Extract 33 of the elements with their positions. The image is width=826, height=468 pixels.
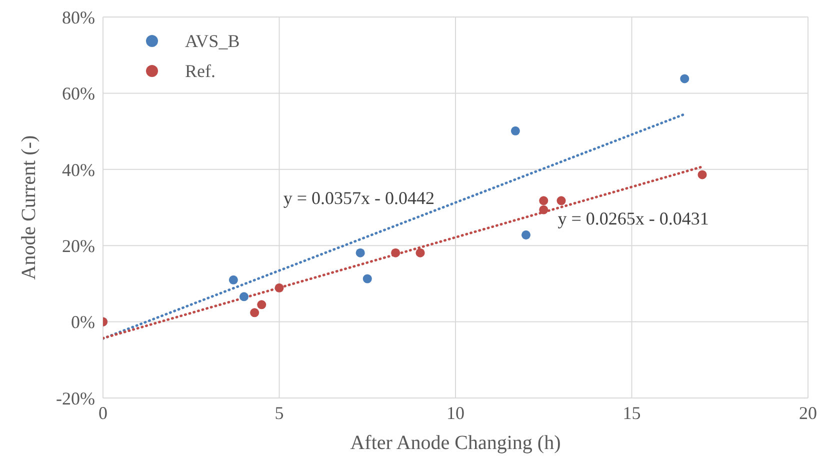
- y-tick-label: 80%: [62, 7, 95, 28]
- legend-label: Ref.: [185, 60, 216, 82]
- x-tick-label: 15: [622, 402, 641, 423]
- point: [362, 274, 372, 284]
- x-tick-label: 20: [799, 402, 817, 423]
- y-tick-label: 40%: [62, 160, 95, 180]
- y-axis-title: Anode Current (-): [18, 135, 40, 280]
- point: [356, 248, 365, 258]
- x-tick-label: 0: [98, 402, 108, 423]
- point: [680, 74, 690, 84]
- annotation: y = 0.0357x - 0.0442: [283, 188, 434, 208]
- point: [250, 308, 260, 318]
- point: [274, 283, 284, 292]
- point: [391, 248, 400, 258]
- x-axis-title: After Anode Changing (h): [350, 432, 561, 454]
- point: [228, 275, 238, 284]
- y-tick-label: 0%: [71, 312, 95, 332]
- legend-label: AVS_B: [185, 30, 240, 52]
- annotation: y = 0.0265x - 0.0431: [558, 208, 709, 228]
- point: [539, 205, 548, 214]
- x-tick-label: 5: [274, 402, 284, 423]
- point: [416, 248, 425, 258]
- point: [698, 170, 707, 180]
- point: [539, 196, 548, 206]
- y-tick-label: 60%: [62, 84, 95, 104]
- point: [239, 292, 249, 302]
- point: [556, 196, 566, 206]
- x-tick-label: 10: [446, 402, 464, 423]
- point: [510, 126, 520, 136]
- point: [521, 230, 531, 240]
- point: [257, 300, 266, 310]
- y-tick-label: -20%: [56, 388, 95, 408]
- y-tick-label: 20%: [62, 236, 95, 256]
